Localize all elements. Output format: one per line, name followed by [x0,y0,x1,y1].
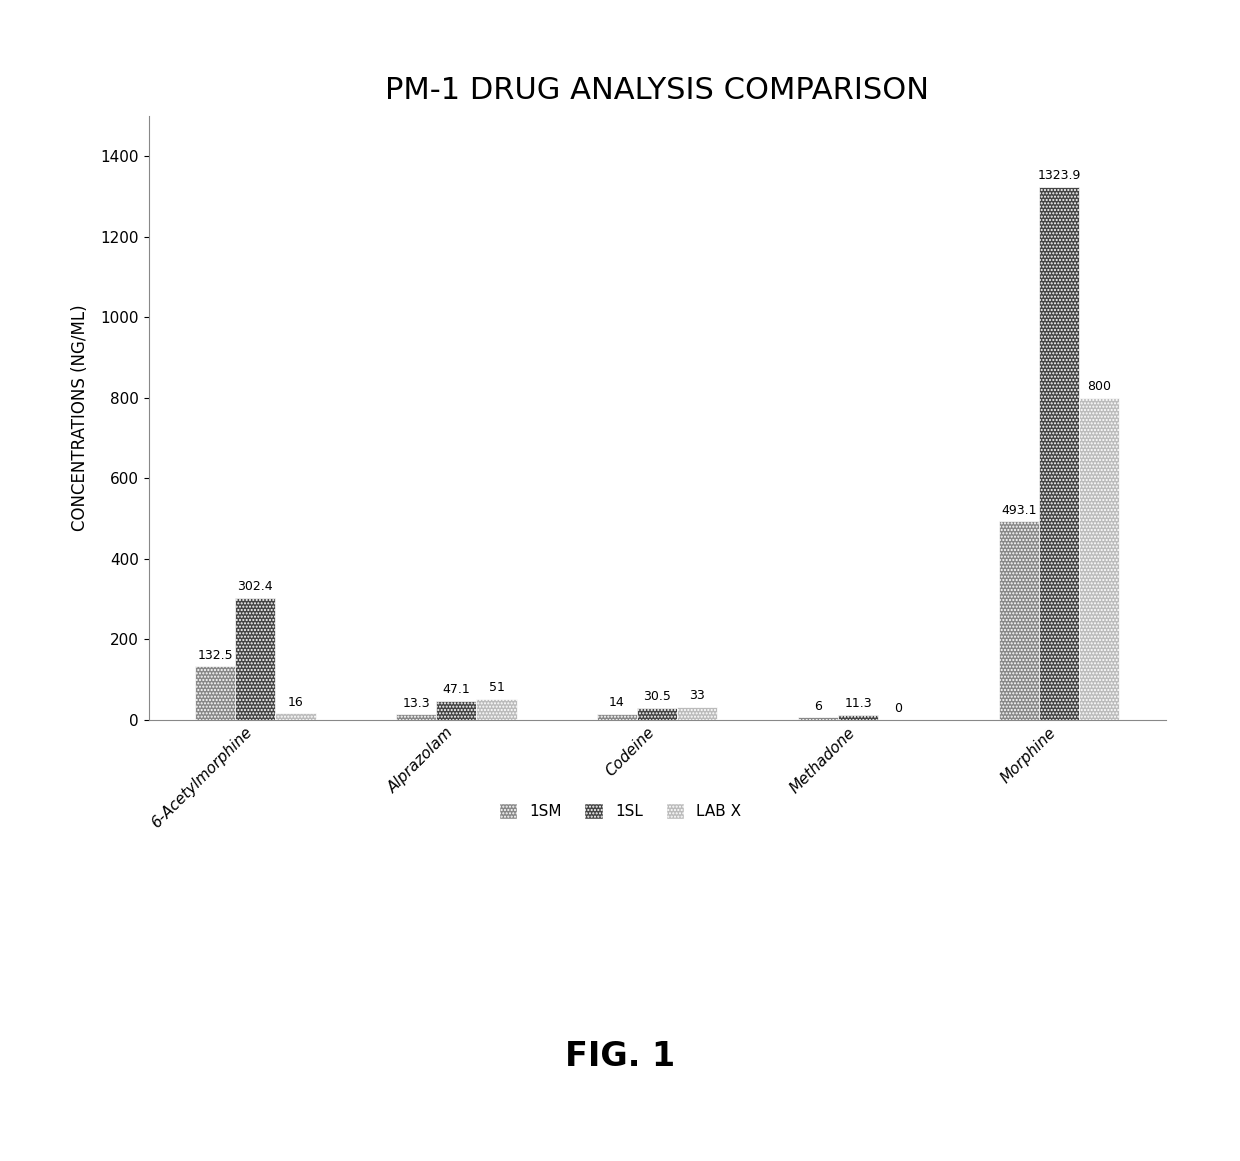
Text: 1323.9: 1323.9 [1038,170,1081,182]
Y-axis label: CONCENTRATIONS (NG/ML): CONCENTRATIONS (NG/ML) [72,304,89,532]
Bar [476,699,517,720]
Text: 30.5: 30.5 [644,690,671,702]
Bar [677,707,718,720]
Bar [275,713,316,720]
Text: 13.3: 13.3 [402,697,430,709]
Text: 0: 0 [894,702,903,715]
Bar [1039,187,1079,720]
Bar [838,715,878,720]
Text: FIG. 1: FIG. 1 [565,1040,675,1073]
Text: 132.5: 132.5 [197,649,233,662]
Text: 14: 14 [609,697,625,709]
Text: 33: 33 [689,688,706,701]
Bar [596,714,637,720]
Text: 800: 800 [1087,380,1111,394]
Text: 47.1: 47.1 [443,683,470,697]
Text: 16: 16 [288,695,304,708]
Bar [998,521,1039,720]
Text: 51: 51 [489,682,505,694]
Bar [1079,398,1120,720]
Bar [797,717,838,720]
Bar [396,714,436,720]
Bar [436,701,476,720]
Text: 302.4: 302.4 [238,580,273,593]
Text: 493.1: 493.1 [1001,504,1037,517]
Legend: 1SM, 1SL, LAB X: 1SM, 1SL, LAB X [492,798,748,825]
Bar [637,707,677,720]
Text: 11.3: 11.3 [844,698,872,711]
Text: 6: 6 [813,700,822,713]
Bar [236,598,275,720]
Bar [195,666,236,720]
Title: PM-1 DRUG ANALYSIS COMPARISON: PM-1 DRUG ANALYSIS COMPARISON [386,77,929,106]
